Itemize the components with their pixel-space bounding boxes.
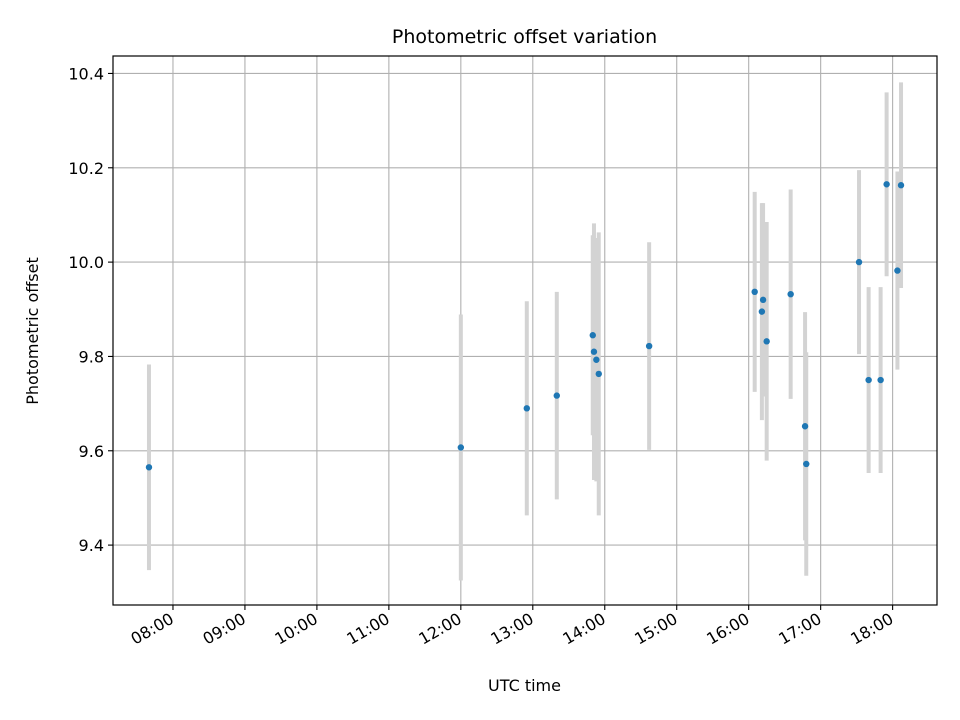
- data-point: [883, 181, 890, 188]
- y-tick-label: 10.0: [68, 253, 104, 272]
- data-point: [897, 182, 905, 189]
- data-point: [803, 460, 810, 468]
- data-point: [589, 332, 596, 339]
- x-axis-ticks: 08:00 09:00 10:00 11:00 12:00 13:00 14:00 15:00…: [128, 605, 897, 649]
- y-tick-label: 10.4: [68, 64, 104, 83]
- chart-title: Photometric offset variation: [392, 26, 657, 48]
- x-tick-label: 08:00: [128, 609, 177, 649]
- x-tick-label: 15:00: [631, 609, 680, 649]
- x-tick-label: 10:00: [271, 609, 320, 649]
- data-point: [645, 342, 653, 350]
- x-tick-label: 16:00: [703, 609, 752, 649]
- data-point: [145, 464, 153, 471]
- data-point: [865, 376, 872, 384]
- data-point: [759, 296, 767, 304]
- y-axis-ticks: 9.4 9.6 9.8 10.0 10.2 10.4: [68, 64, 113, 555]
- data-point: [457, 444, 465, 451]
- x-tick-label: 11:00: [343, 609, 392, 649]
- data-points: [145, 181, 905, 471]
- x-tick-label: 13:00: [487, 609, 536, 649]
- x-tick-label: 09:00: [200, 609, 249, 649]
- data-point: [801, 423, 809, 430]
- x-tick-label: 17:00: [775, 609, 824, 649]
- data-point: [595, 370, 602, 378]
- data-point: [751, 288, 758, 296]
- y-tick-label: 9.4: [79, 536, 104, 555]
- data-point: [855, 258, 863, 266]
- data-point: [758, 308, 766, 315]
- data-point: [523, 405, 530, 412]
- x-axis-label: UTC time: [488, 676, 561, 695]
- plot-frame: [112, 55, 938, 606]
- data-point: [553, 392, 560, 399]
- error-bars: [146, 82, 904, 581]
- y-tick-label: 9.8: [79, 347, 104, 366]
- data-point: [593, 356, 600, 363]
- data-point: [763, 338, 770, 345]
- x-tick-label: 14:00: [559, 609, 608, 649]
- x-tick-label: 18:00: [847, 609, 896, 649]
- data-point: [590, 348, 598, 355]
- y-tick-label: 9.6: [79, 442, 104, 461]
- data-point: [894, 267, 901, 274]
- x-tick-label: 12:00: [415, 609, 464, 649]
- data-point: [787, 290, 794, 298]
- y-tick-label: 10.2: [68, 159, 104, 178]
- y-axis-label: Photometric offset: [23, 257, 42, 405]
- data-point: [877, 376, 884, 384]
